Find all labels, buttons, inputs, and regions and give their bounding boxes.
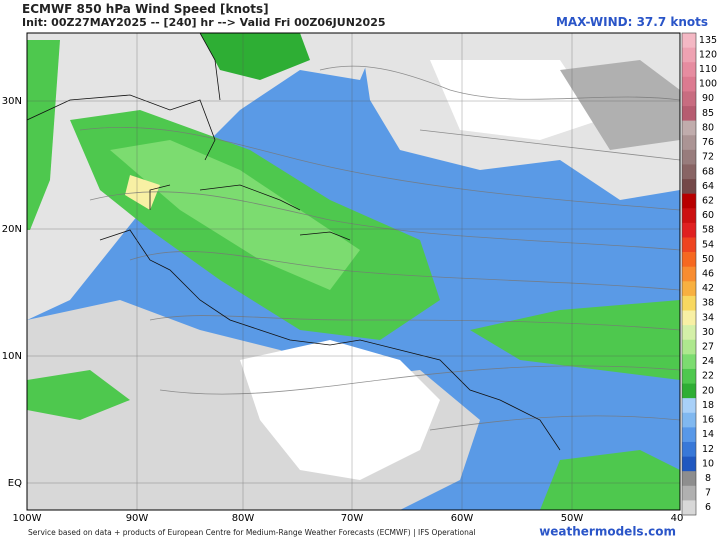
colorbar-label: 42 [702,283,714,294]
colorbar-label: 30 [702,327,714,338]
colorbar-cell [682,164,696,180]
colorbar-cell [682,62,696,78]
colorbar-label: 8 [705,473,711,484]
colorbar-cell [682,427,696,443]
site: weathermodels.com [539,525,676,539]
colorbar-cell [682,91,696,107]
colorbar-label: 12 [702,444,714,455]
colorbar-label: 6 [705,502,711,513]
colorbar-label: 14 [702,429,714,440]
lon-label: 50W [561,513,584,524]
colorbar-label: 46 [702,269,714,280]
colorbar-label: 60 [702,210,714,221]
colorbar-label: 72 [702,152,714,163]
colorbar-label: 90 [702,93,714,104]
colorbar-label: 20 [702,385,714,396]
lon-label: 70W [341,513,364,524]
lat-label: EQ [8,478,22,489]
colorbar-cell [682,149,696,165]
lon-label: 90W [126,513,149,524]
colorbar-cell [682,76,696,92]
colorbar-cell [682,120,696,136]
colorbar-label: 10 [702,458,714,469]
colorbar-label: 38 [702,298,714,309]
colorbar-label: 34 [702,312,714,323]
map-frame [26,32,681,511]
colorbar-cell [682,368,696,384]
max-wind: MAX-WIND: 37.7 knots [555,15,708,29]
colorbar-label: 24 [702,356,714,367]
colorbar-cell [682,106,696,121]
colorbar-cell [682,456,696,472]
colorbar-label: 135 [699,35,717,46]
colorbar-cell [682,310,696,326]
lon-label: 100W [13,513,42,524]
colorbar-label: 76 [702,137,714,148]
colorbar-cell [682,354,696,370]
colorbar-label: 54 [702,239,714,250]
colorbar-label: 62 [702,195,714,206]
colorbar-label: 22 [702,371,714,382]
colorbar-cell [682,47,696,63]
colorbar-label: 7 [705,488,711,499]
colorbar-cell [682,471,696,487]
init-line: Init: 00Z27MAY2025 -- [240] hr --> Valid… [22,16,386,29]
colorbar-cell [682,237,696,253]
colorbar-cell [682,412,696,428]
lon-label: 80W [232,513,255,524]
colorbar-cell [682,135,696,151]
colorbar: 1351201101009085807672686462605854504642… [681,32,717,516]
colorbar-cell [682,325,696,341]
colorbar-label: 27 [702,342,714,353]
colorbar-label: 16 [702,415,714,426]
colorbar-label: 80 [702,122,714,133]
colorbar-label: 100 [699,79,717,90]
title: ECMWF 850 hPa Wind Speed [knots] [22,2,269,16]
colorbar-label: 68 [702,166,714,177]
colorbar-cell [682,339,696,355]
colorbar-label: 120 [699,49,717,60]
lon-label: 40 [671,513,684,524]
colorbar-cell [682,500,696,516]
colorbar-label: 18 [702,400,714,411]
colorbar-cell [682,208,696,224]
colorbar-cell [682,266,696,282]
wind-field [27,33,680,510]
colorbar-cell [682,222,696,238]
colorbar-cell [682,295,696,311]
lat-label: 30N [2,96,22,107]
colorbar-cell [682,179,696,194]
lon-label: 60W [451,513,474,524]
colorbar-label: 50 [702,254,714,265]
colorbar-cell [682,441,696,457]
colorbar-cell [682,281,696,297]
colorbar-cell [682,33,696,48]
colorbar-label: 58 [702,225,714,236]
colorbar-cell [682,398,696,414]
colorbar-label: 85 [702,108,714,119]
lat-label: 20N [2,224,22,235]
colorbar-label: 64 [702,181,714,192]
colorbar-cell [682,485,696,501]
colorbar-cell [682,252,696,267]
colorbar-cell [682,383,696,399]
colorbar-cell [682,193,696,209]
colorbar-label: 110 [699,64,717,75]
colorbar-frame [681,32,697,516]
credit: Service based on data + products of Euro… [28,528,476,537]
lat-label: 10N [2,351,22,362]
